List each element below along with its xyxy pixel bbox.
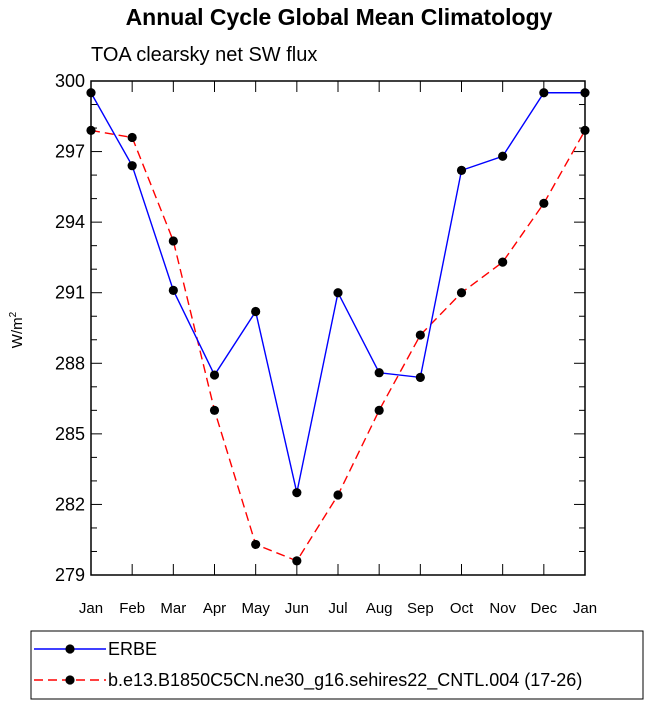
series-0-point — [498, 151, 508, 161]
y-tick-label: 288 — [55, 353, 85, 373]
series-1-point — [333, 490, 343, 500]
x-tick-label: Jun — [285, 600, 309, 617]
x-tick-label: Jul — [328, 600, 347, 617]
y-tick-label: 291 — [55, 283, 85, 303]
legend-box — [30, 630, 644, 700]
series-0-point — [415, 372, 425, 382]
series-0-point — [168, 285, 178, 295]
series-1-point — [127, 132, 137, 143]
series-1-point — [251, 539, 261, 550]
plot-frame — [90, 80, 586, 576]
svg-text:W/m2: W/m2 — [8, 311, 26, 348]
x-tick-label: Mar — [160, 600, 186, 617]
legend-label-1: b.e13.B1850C5CN.ne30_g16.sehires22_CNTL.… — [108, 670, 582, 691]
x-tick-label: Jan — [573, 600, 597, 617]
series-0-point — [333, 288, 343, 298]
x-tick-label: Aug — [366, 600, 393, 617]
x-tick-label: Jan — [79, 600, 103, 617]
y-tick-label: 297 — [55, 142, 85, 162]
x-tick-label: Oct — [450, 600, 474, 617]
series-0-point — [251, 306, 261, 317]
x-tick-label: Feb — [119, 600, 145, 617]
x-tick-label: Sep — [407, 600, 434, 617]
legend: ERBE b.e13.B1850C5CN.ne30_g16.sehires22_C… — [30, 630, 644, 700]
series-1-point — [498, 257, 508, 267]
y-axis-label-superscript: 2 — [8, 311, 19, 317]
chart-subtitle: TOA clearsky net SW flux — [91, 44, 317, 66]
series-1-point — [539, 198, 549, 208]
x-tick-label: Apr — [203, 600, 226, 617]
y-tick-label: 279 — [55, 565, 85, 585]
y-axis-label-text: W/m — [9, 317, 26, 348]
legend-label-0: ERBE — [108, 639, 157, 659]
series-0-point — [127, 161, 137, 171]
series-1-point — [456, 288, 467, 298]
axis-ticks: 279 282 285 288 291 294 297 300 Jan Feb Mar Apr May J… — [55, 71, 597, 617]
series-0-point — [374, 368, 384, 378]
legend-entries: ERBE b.e13.B1850C5CN.ne30_g16.sehires22_C… — [34, 639, 582, 691]
y-tick-label: 300 — [55, 71, 85, 91]
series-1-point — [415, 330, 425, 340]
legend-marker-1 — [65, 675, 75, 685]
x-tick-label: May — [241, 600, 270, 617]
legend-marker-0 — [65, 644, 75, 654]
series-0-point — [456, 165, 467, 175]
series-1-point — [168, 236, 178, 246]
chart-title: Annual Cycle Global Mean Climatology — [126, 4, 553, 30]
series-0-point — [209, 370, 220, 380]
series-1-point — [209, 405, 220, 415]
y-tick-label: 285 — [55, 424, 85, 444]
y-tick-label: 294 — [55, 212, 85, 232]
y-axis-label: W/m2 — [8, 311, 26, 348]
series-layer — [86, 88, 590, 566]
series-0-point — [292, 488, 302, 498]
series-1-point — [292, 556, 302, 566]
series-1-point — [374, 405, 384, 415]
x-tick-label: Dec — [530, 600, 557, 617]
x-tick-label: Nov — [489, 600, 516, 617]
series-0-point — [539, 88, 549, 98]
y-tick-label: 282 — [55, 494, 85, 514]
